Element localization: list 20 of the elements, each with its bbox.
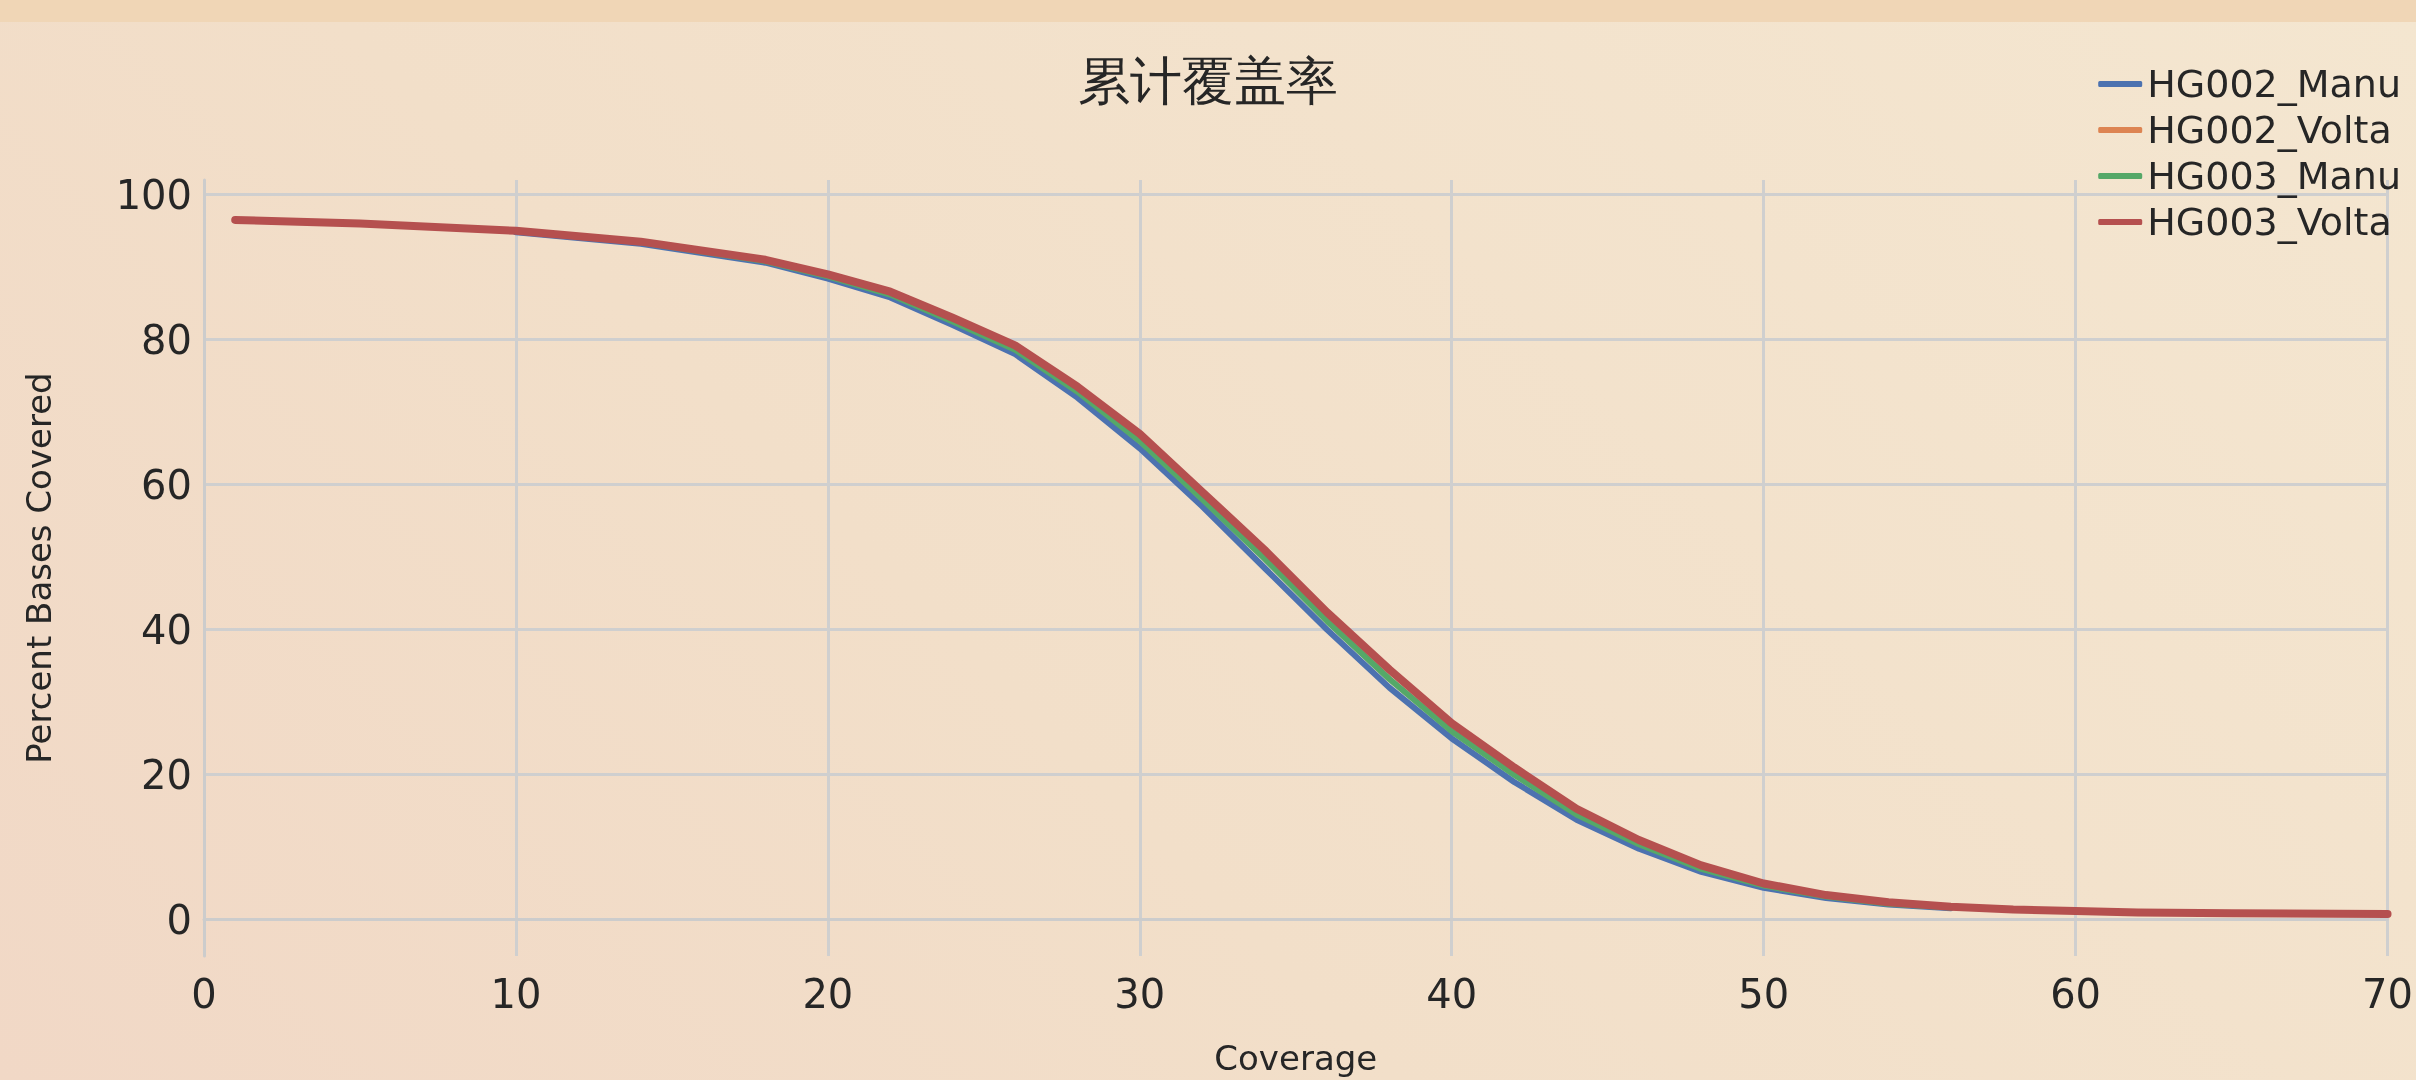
x-tick-label: 40 [1426,971,1478,1017]
x-axis-title: Coverage [1214,1038,1378,1078]
legend-label: HG003_Volta [2147,200,2392,244]
x-tick-label: 30 [1114,971,1166,1017]
x-tick-label: 70 [2362,971,2413,1017]
y-tick-label: 40 [141,606,192,653]
y-tick-label: 60 [141,461,192,508]
y-tick-label: 0 [166,896,192,943]
legend-label: HG002_Volta [2147,108,2392,152]
legend-label: HG002_Manu [2147,62,2402,106]
x-tick-label: 60 [2050,971,2102,1017]
y-tick-label: 20 [141,751,192,798]
legend-label: HG003_Manu [2147,154,2402,198]
chart-title: 累计覆盖率 [1078,51,1338,111]
x-tick-label: 10 [490,971,542,1017]
y-tick-label: 80 [141,316,192,363]
y-tick-label: 100 [115,171,192,218]
x-tick-label: 50 [1738,971,1790,1017]
x-tick-label: 20 [802,971,854,1017]
y-axis-title: Percent Bases Covered [19,372,59,764]
